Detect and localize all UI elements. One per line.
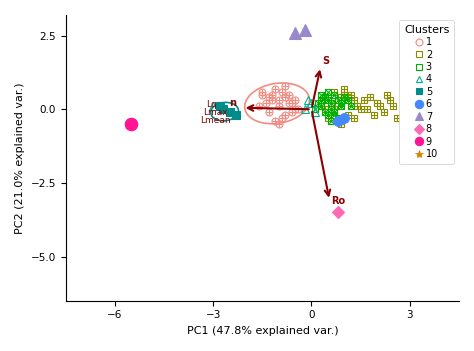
Legend: 1, 2, 3, 4, 5, 6, 7, 8, 9, 10: 1, 2, 3, 4, 5, 6, 7, 8, 9, 10 xyxy=(399,20,454,164)
Text: S: S xyxy=(322,55,329,66)
Y-axis label: PC2 (21.0% explained var.): PC2 (21.0% explained var.) xyxy=(15,82,25,234)
Text: Lmax: Lmax xyxy=(203,108,228,117)
Text: Ro: Ro xyxy=(331,196,345,206)
X-axis label: PC1 (47.8% explained var.): PC1 (47.8% explained var.) xyxy=(186,326,338,336)
Text: n: n xyxy=(229,98,237,108)
Text: Lq: Lq xyxy=(207,100,218,109)
Text: Lmean: Lmean xyxy=(200,117,231,125)
